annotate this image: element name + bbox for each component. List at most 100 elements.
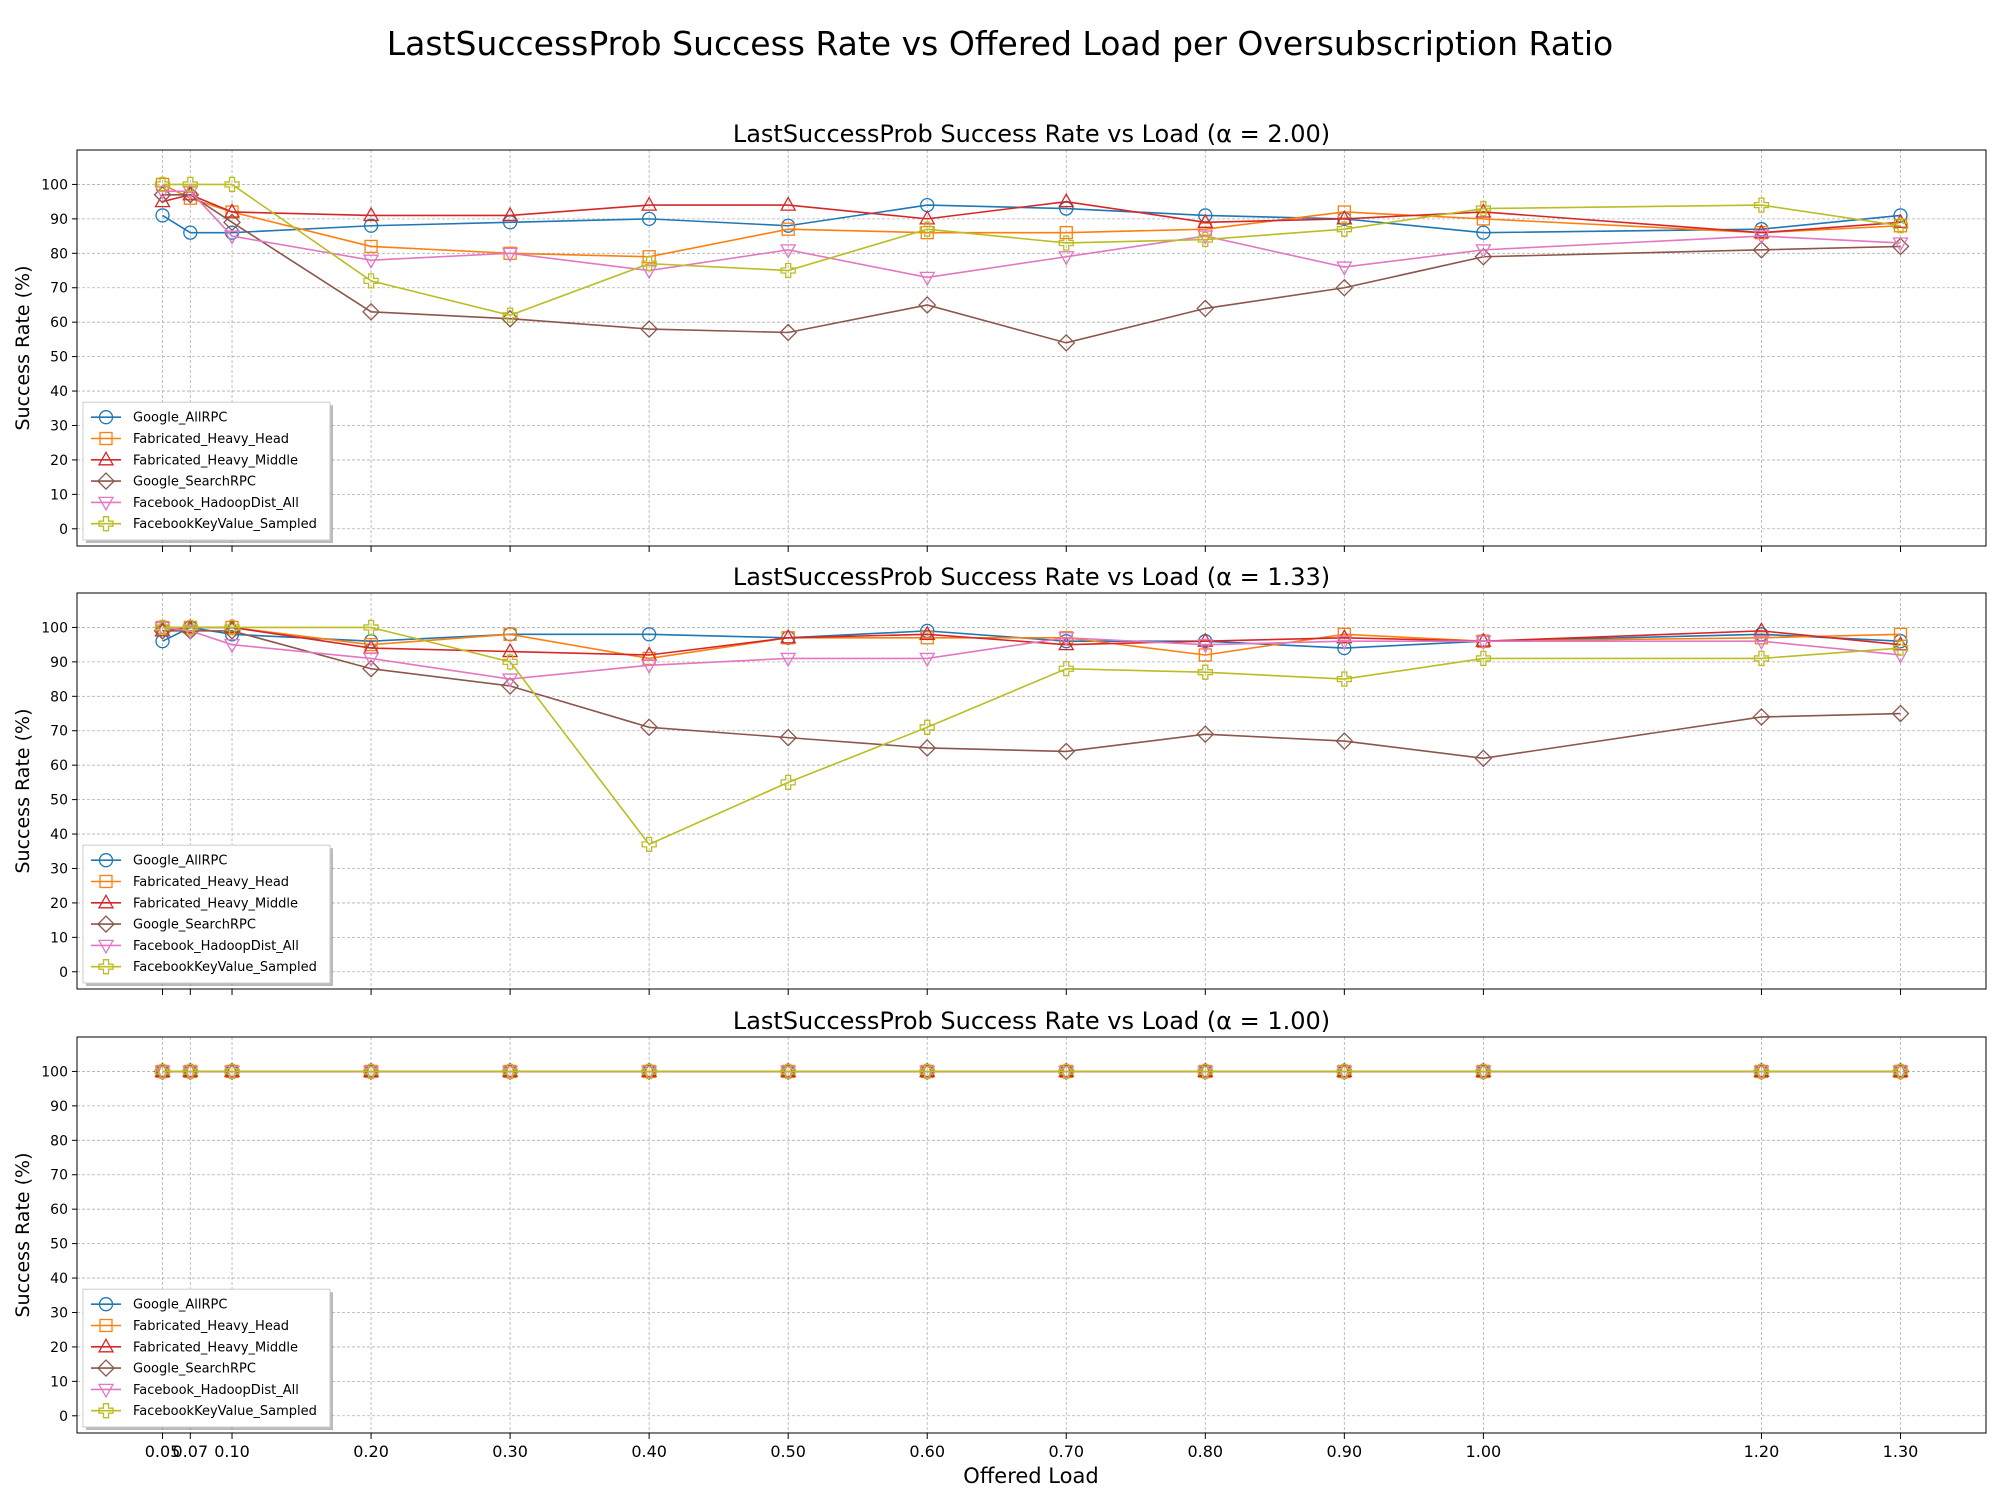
grid	[77, 593, 1986, 989]
x-tick-label: 1.20	[1744, 1442, 1780, 1461]
data-point	[1475, 244, 1492, 259]
data-point	[1336, 210, 1353, 225]
data-point	[779, 728, 798, 747]
data-point	[1058, 235, 1074, 251]
data-point	[501, 206, 519, 222]
legend: Google_AllRPC Fabricated_Heavy_Head Fabric…	[82, 844, 333, 986]
x-tick-label: 1.30	[1883, 1442, 1919, 1461]
data-point	[919, 652, 936, 668]
data-point	[1475, 1065, 1492, 1081]
data-point	[154, 1062, 171, 1078]
y-tick-label: 50	[50, 350, 68, 366]
data-point	[224, 619, 240, 636]
data-point	[223, 230, 241, 245]
data-point	[502, 307, 518, 323]
series-line	[162, 193, 1901, 234]
legend-item: Fabricated_Heavy_Middle	[91, 1337, 298, 1355]
data-point	[182, 176, 198, 193]
y-tick-label: 80	[50, 1133, 68, 1149]
x-tick-label: 0.30	[492, 1442, 528, 1461]
legend: Google_AllRPC Fabricated_Heavy_Head Fabric…	[82, 1288, 333, 1430]
data-point	[641, 1065, 658, 1081]
legend-marker	[97, 1359, 115, 1378]
legend-marker	[98, 1297, 114, 1312]
y-tick-label: 60	[50, 1202, 68, 1218]
data-point	[919, 271, 936, 287]
data-point	[641, 659, 658, 675]
y-tick-label: 30	[50, 1305, 68, 1321]
legend-item: Google_AllRPC	[91, 1297, 227, 1313]
x-axis-label: Offered Load	[963, 1464, 1098, 1488]
x-tick-label: 0.40	[631, 1442, 667, 1461]
data-point	[1892, 1062, 1909, 1078]
data-point	[182, 619, 198, 636]
legend-label: Google_AllRPC	[133, 854, 227, 869]
y-tick-label: 20	[50, 1340, 68, 1356]
data-point	[780, 774, 796, 791]
data-point	[1753, 635, 1770, 651]
data-point	[154, 1063, 171, 1080]
data-point	[641, 211, 657, 227]
data-point	[780, 628, 797, 644]
y-tick-label: 60	[50, 758, 68, 774]
x-tick-label: 0.10	[214, 1442, 250, 1461]
legend-label: Fabricated_Heavy_Head	[133, 432, 289, 447]
y-tick-label: 10	[50, 1374, 68, 1390]
data-point	[780, 1063, 796, 1080]
x-tick-label: 0.60	[909, 1442, 945, 1461]
y-tick-label: 30	[50, 861, 68, 877]
series-Facebook_HadoopDist_All	[154, 621, 1909, 688]
data-point	[1196, 299, 1215, 318]
series-Facebook_HadoopDist_All	[154, 1065, 1909, 1081]
data-point	[1058, 635, 1075, 651]
legend-label: FacebookKeyValue_Sampled	[133, 1404, 317, 1419]
series-line	[162, 626, 1901, 649]
data-point	[641, 255, 657, 272]
legend-marker	[98, 516, 114, 532]
data-point	[1753, 1063, 1770, 1080]
y-tick-label: 40	[50, 827, 68, 843]
legend-marker	[97, 915, 115, 934]
data-point	[1892, 213, 1909, 228]
legend-label: Fabricated_Heavy_Middle	[133, 1340, 298, 1355]
data-point	[1891, 704, 1910, 723]
data-point	[223, 213, 241, 232]
x-tick-label: 1.00	[1466, 1442, 1502, 1461]
legend-marker	[98, 853, 114, 868]
data-point	[641, 836, 657, 853]
data-point	[503, 627, 517, 641]
data-point	[642, 250, 656, 264]
axes-frame	[76, 1036, 1987, 1434]
data-point	[364, 638, 378, 652]
axes-frame	[76, 592, 1987, 990]
data-point	[919, 210, 936, 225]
data-point	[1198, 648, 1212, 662]
legend-label: Facebook_HadoopDist_All	[133, 1383, 299, 1398]
legend-item: Fabricated_Heavy_Head	[91, 431, 289, 447]
data-point	[1753, 230, 1770, 245]
data-point	[1335, 732, 1354, 750]
data-point	[1337, 627, 1351, 641]
data-point	[1057, 742, 1076, 761]
data-point	[780, 652, 797, 668]
y-tick-label: 80	[50, 689, 68, 705]
data-point	[1197, 1065, 1214, 1081]
data-point	[1336, 221, 1352, 237]
legend-item: FacebookKeyValue_Sampled	[91, 959, 317, 975]
figure-title: LastSuccessProb Success Rate vs Offered …	[387, 24, 1614, 63]
data-point	[1753, 197, 1770, 213]
legend-label: FacebookKeyValue_Sampled	[133, 960, 317, 975]
series-Fabricated_Heavy_Head	[155, 177, 1908, 264]
legend-label: Facebook_HadoopDist_All	[133, 939, 299, 954]
legend-label: Fabricated_Heavy_Middle	[133, 896, 298, 911]
legend-marker	[97, 472, 115, 491]
legend-marker	[99, 874, 113, 889]
data-point	[918, 739, 937, 757]
legend-box	[82, 401, 331, 541]
legend-label: Google_AllRPC	[133, 411, 227, 426]
subplot-title: LastSuccessProb Success Rate vs Load (α …	[733, 120, 1330, 148]
data-point	[918, 296, 937, 314]
data-point	[154, 619, 171, 636]
data-point	[1336, 261, 1353, 276]
grid	[77, 1037, 1986, 1433]
